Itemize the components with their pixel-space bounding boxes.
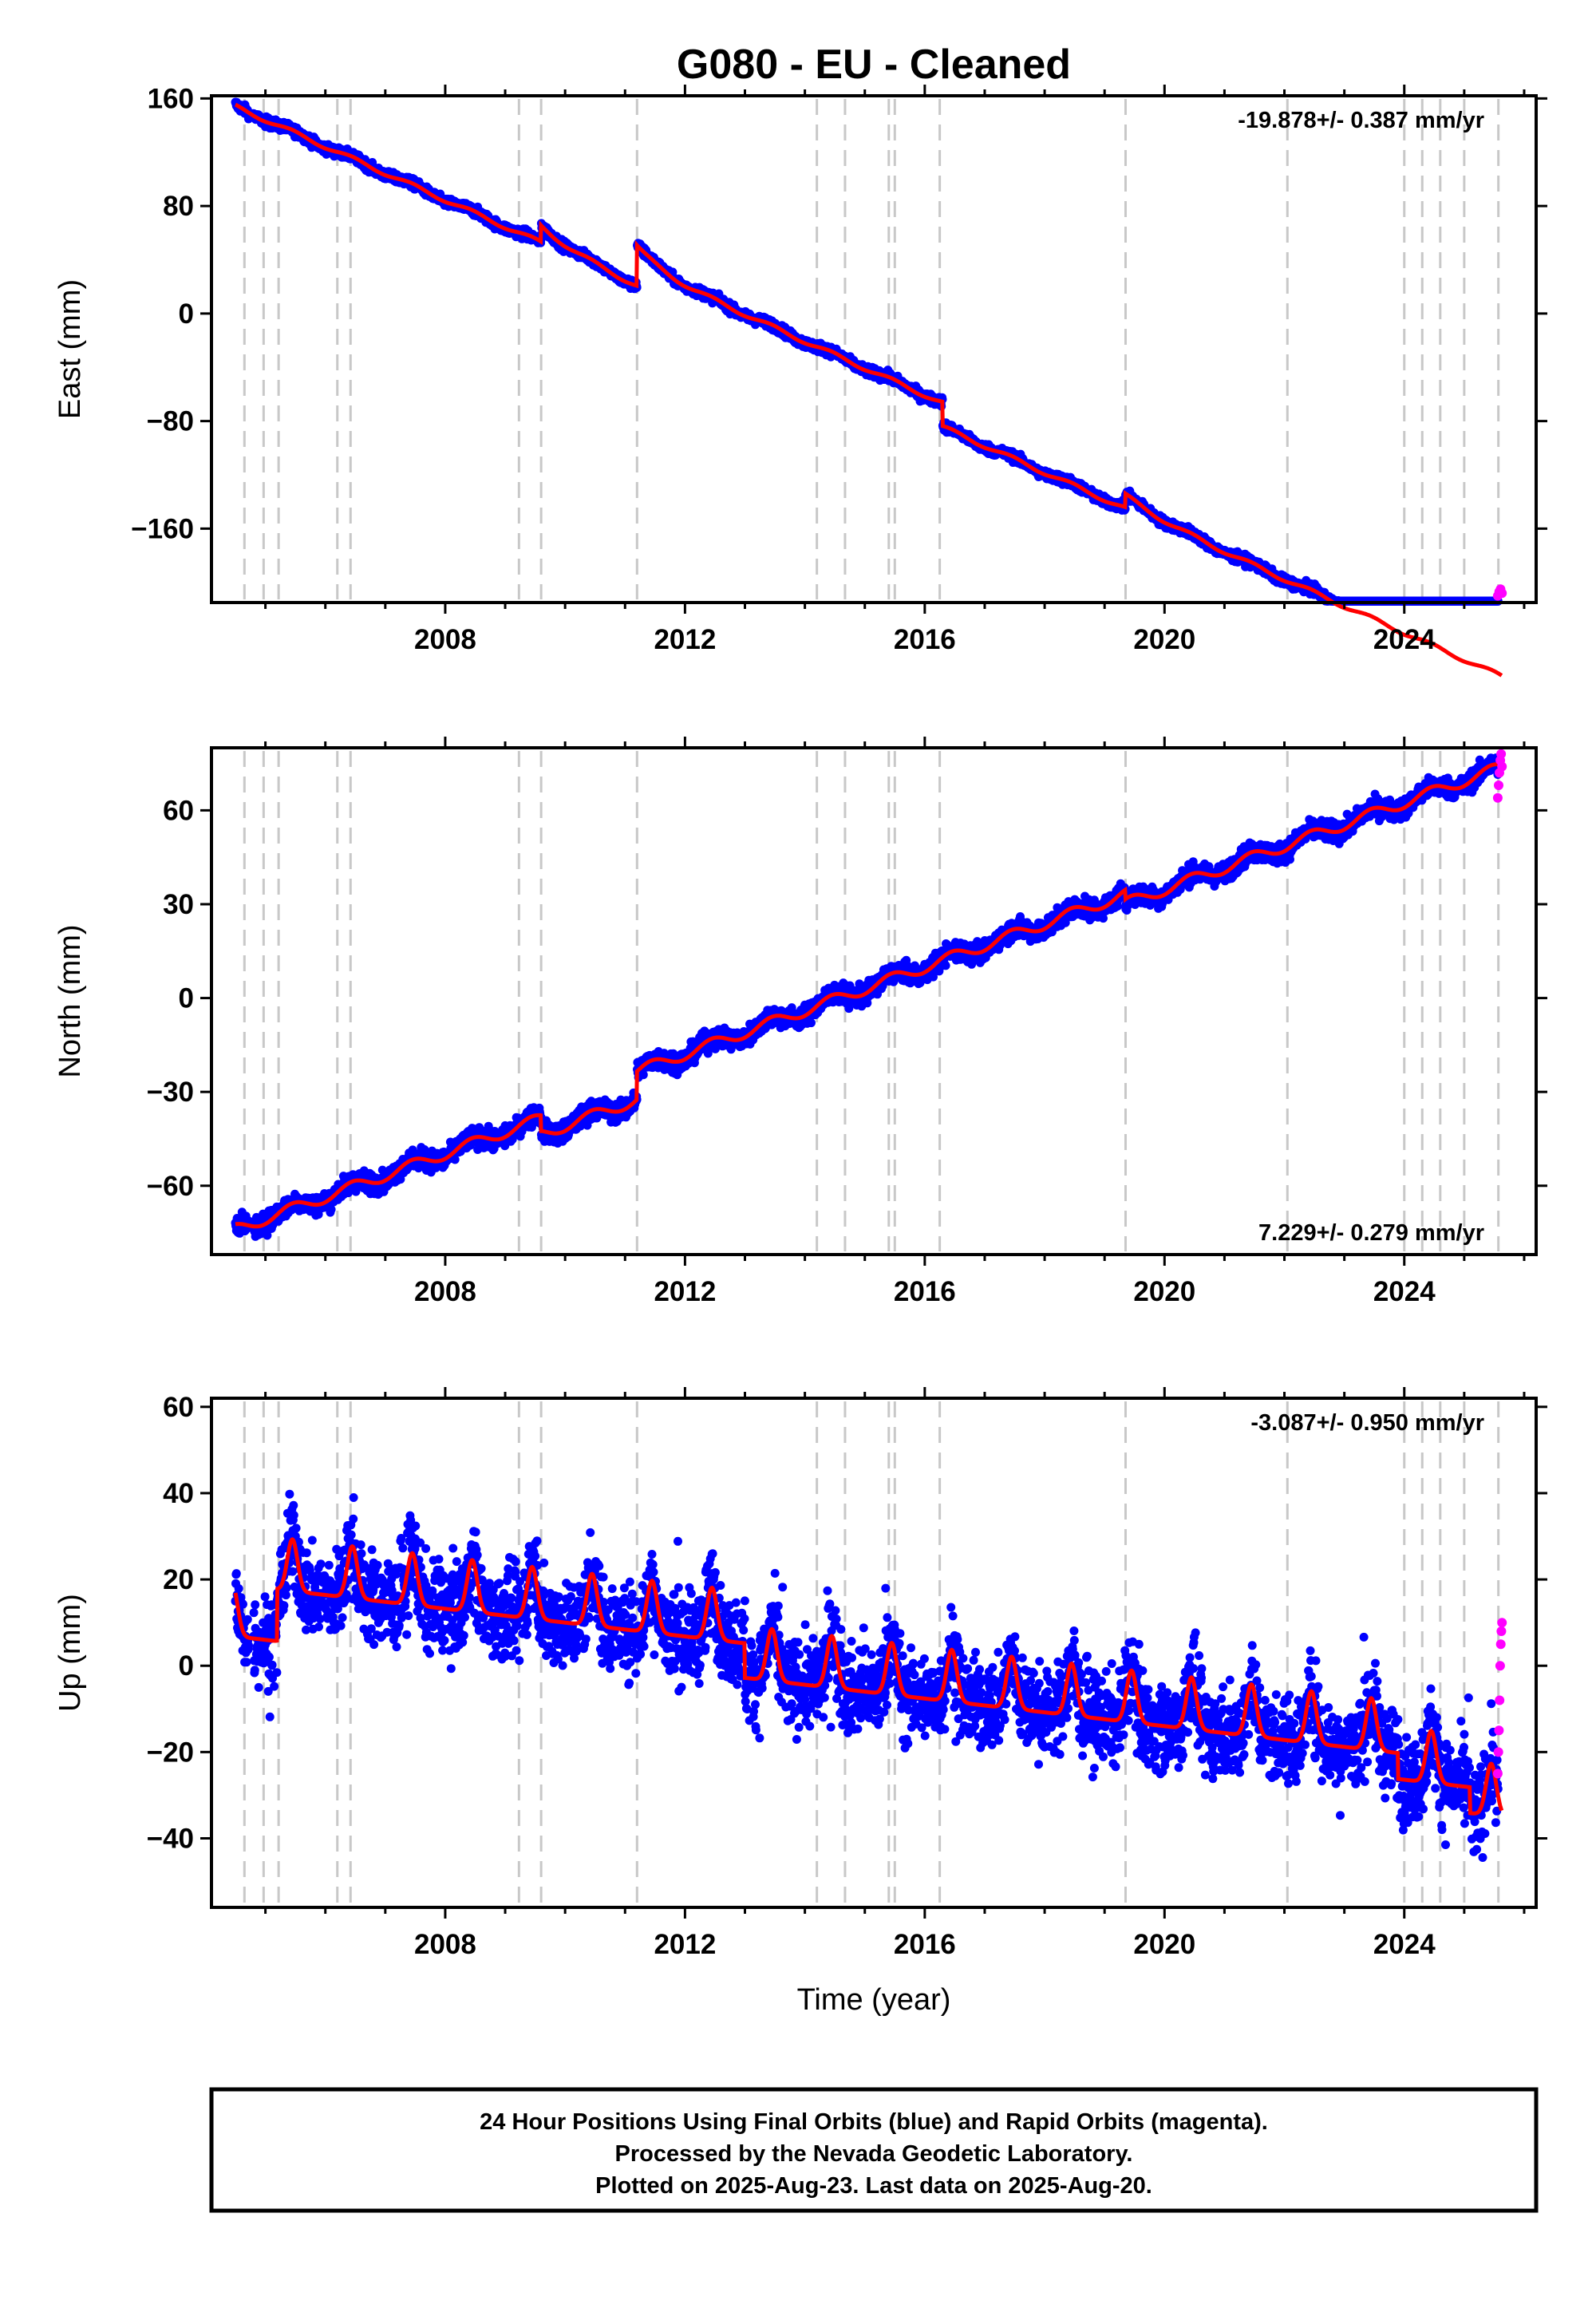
x-tick-label: 2024	[1373, 624, 1436, 655]
x-tick-label: 2020	[1133, 624, 1195, 655]
x-tick-label: 2012	[654, 624, 716, 655]
y-tick-label: 80	[163, 191, 194, 222]
y-tick-label: 160	[148, 83, 194, 114]
east-event-lines	[243, 99, 1500, 599]
figure-title: G080 - EU - Cleaned	[677, 41, 1071, 88]
rapid-position-dot	[1497, 588, 1507, 599]
y-tick-label: −160	[131, 513, 194, 544]
north-final-positions	[231, 753, 1503, 1241]
east-y-axis-label: East (mm)	[53, 279, 87, 419]
east-model-line	[235, 102, 1503, 678]
east-rapid-positions	[1492, 584, 1507, 601]
x-tick-label: 2008	[414, 624, 476, 655]
y-tick-label: −80	[147, 406, 194, 437]
east-panel: 2008 2012 2016 2020 2024 160 80 0 −80 −160 East …	[53, 83, 1547, 678]
east-rate-label: -19.878+/- 0.387 mm/yr	[1238, 108, 1484, 133]
east-plot-frame	[210, 94, 1538, 604]
x-tick-label: 2016	[894, 624, 956, 655]
east-final-positions	[231, 97, 1503, 606]
y-tick-label: 0	[179, 298, 194, 330]
